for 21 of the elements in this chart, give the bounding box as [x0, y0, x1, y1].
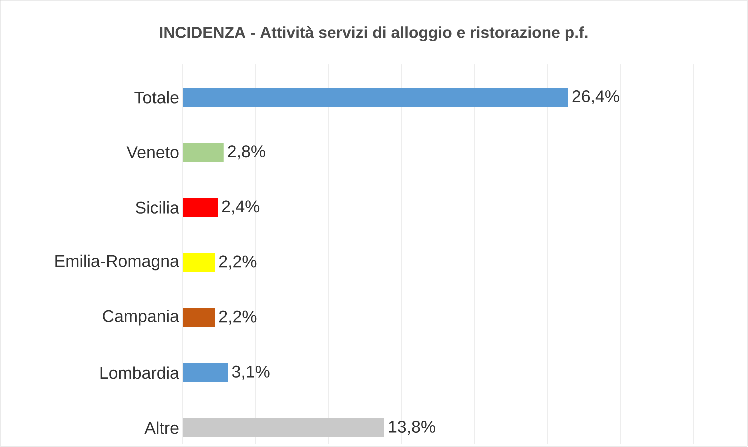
data-label: 13,8% — [389, 420, 436, 435]
bar — [183, 143, 224, 162]
bar — [183, 363, 228, 382]
chart-title: INCIDENZA - Attività servizi di alloggio e ristorazione p.f. — [160, 26, 588, 42]
bar — [183, 253, 216, 272]
data-label: 2,2% — [220, 310, 257, 325]
bar — [183, 198, 218, 218]
y-tick-label: Veneto — [126, 146, 179, 159]
data-label: 26,4% — [572, 90, 620, 105]
bar — [183, 308, 216, 328]
y-tick-label: Sicilia — [136, 201, 180, 214]
y-tick-label: Totale — [134, 91, 179, 104]
data-label: 2,4% — [222, 200, 260, 215]
y-tick-label: Lombardia — [100, 366, 180, 380]
y-tick-label: Campania — [103, 310, 180, 326]
y-tick-label: Emilia-Romagna — [56, 254, 180, 271]
bar — [183, 88, 568, 108]
data-label: 2,2% — [220, 256, 257, 270]
y-tick-label: Altre — [144, 422, 179, 434]
data-label: 2,8% — [228, 146, 266, 160]
data-label: 3,1% — [232, 366, 270, 380]
